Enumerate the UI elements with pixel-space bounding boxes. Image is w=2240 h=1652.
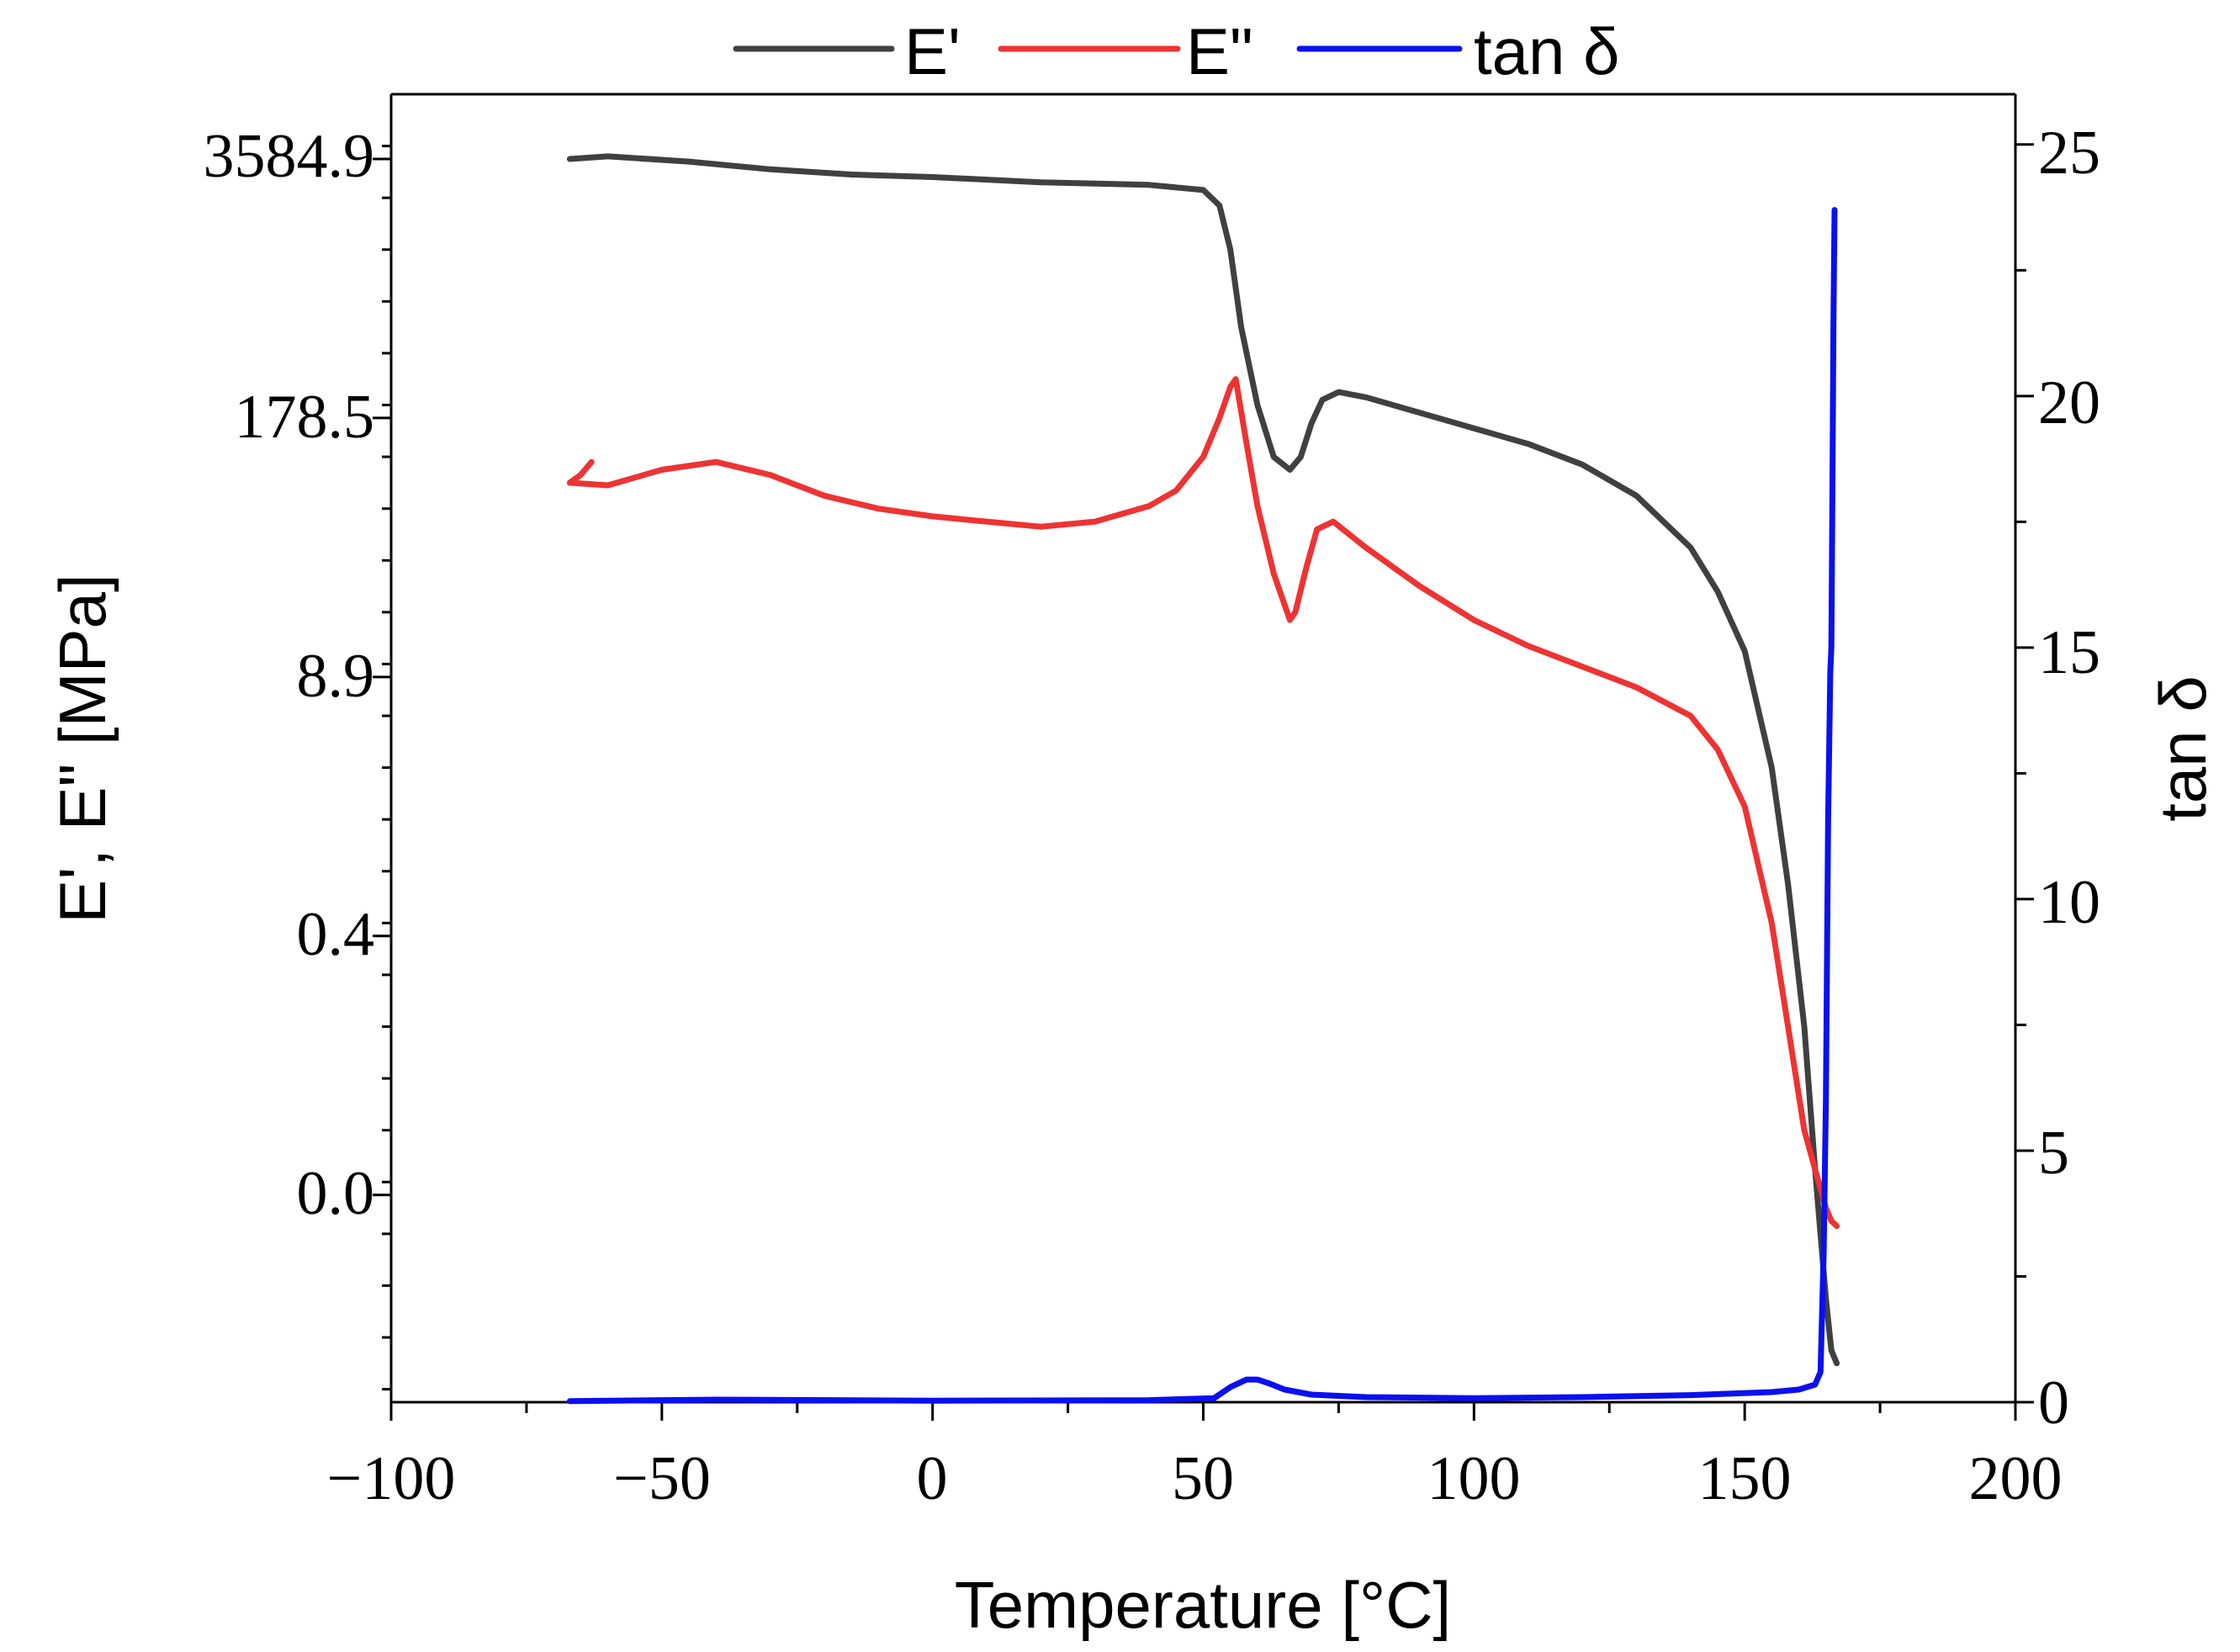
y-left-tick-label-0-4: 0.4: [297, 900, 375, 969]
series-group: [566, 153, 1840, 1405]
y-left-tick-label-8-9: 8.9: [297, 642, 375, 711]
legend-label-e-prime: E': [904, 14, 961, 88]
x-tick-label-50: 50: [1172, 1444, 1234, 1513]
y-right-axis-title: tan δ: [2146, 675, 2220, 822]
x-tick-label-0: 0: [917, 1444, 948, 1513]
x-axis: −100 −50 0 50 100 150 200 Temperature [°…: [327, 1402, 2063, 1642]
legend-label-e-double-prime: E": [1186, 14, 1253, 88]
legend-label-tan-delta: tan δ: [1474, 14, 1620, 88]
y-left-tick-label-0-0: 0.0: [297, 1159, 375, 1228]
series-line-tan-delta: [566, 207, 1838, 1405]
y-right-ticks: [2015, 143, 2034, 1404]
y-right-axis: 0 5 10 15 20 25 tan δ: [2015, 119, 2220, 1438]
series-line-e-prime: [566, 153, 1840, 1367]
plot-frame: [389, 93, 2017, 1404]
legend: E' E" tan δ: [733, 14, 1620, 88]
y-right-tick-label-15: 15: [2038, 618, 2100, 687]
x-tick-label-m50: −50: [613, 1444, 711, 1513]
x-tick-label-m100: −100: [327, 1444, 456, 1513]
series-line-e-double-prime: [566, 376, 1840, 1230]
x-tick-label-150: 150: [1698, 1444, 1792, 1513]
y-right-tick-label-5: 5: [2038, 1119, 2069, 1188]
x-tick-label-200: 200: [1969, 1444, 2063, 1513]
y-left-tick-label-3584-9: 3584.9: [204, 122, 375, 191]
y-right-tick-label-25: 25: [2038, 119, 2100, 188]
y-left-axis: 3584.9 178.5 8.9 0.4 0.0 E', E" [MPa]: [45, 122, 391, 1391]
y-right-tick-label-10: 10: [2038, 868, 2100, 937]
y-left-ticks: [373, 145, 391, 1391]
x-tick-label-100: 100: [1427, 1444, 1521, 1513]
x-axis-title: Temperature [°C]: [955, 1568, 1451, 1642]
y-left-axis-title: E', E" [MPa]: [45, 574, 119, 923]
x-ticks: [389, 1402, 2017, 1421]
y-right-tick-label-20: 20: [2038, 368, 2100, 437]
y-left-tick-label-178-5: 178.5: [235, 383, 375, 452]
y-right-tick-label-0: 0: [2038, 1369, 2069, 1438]
